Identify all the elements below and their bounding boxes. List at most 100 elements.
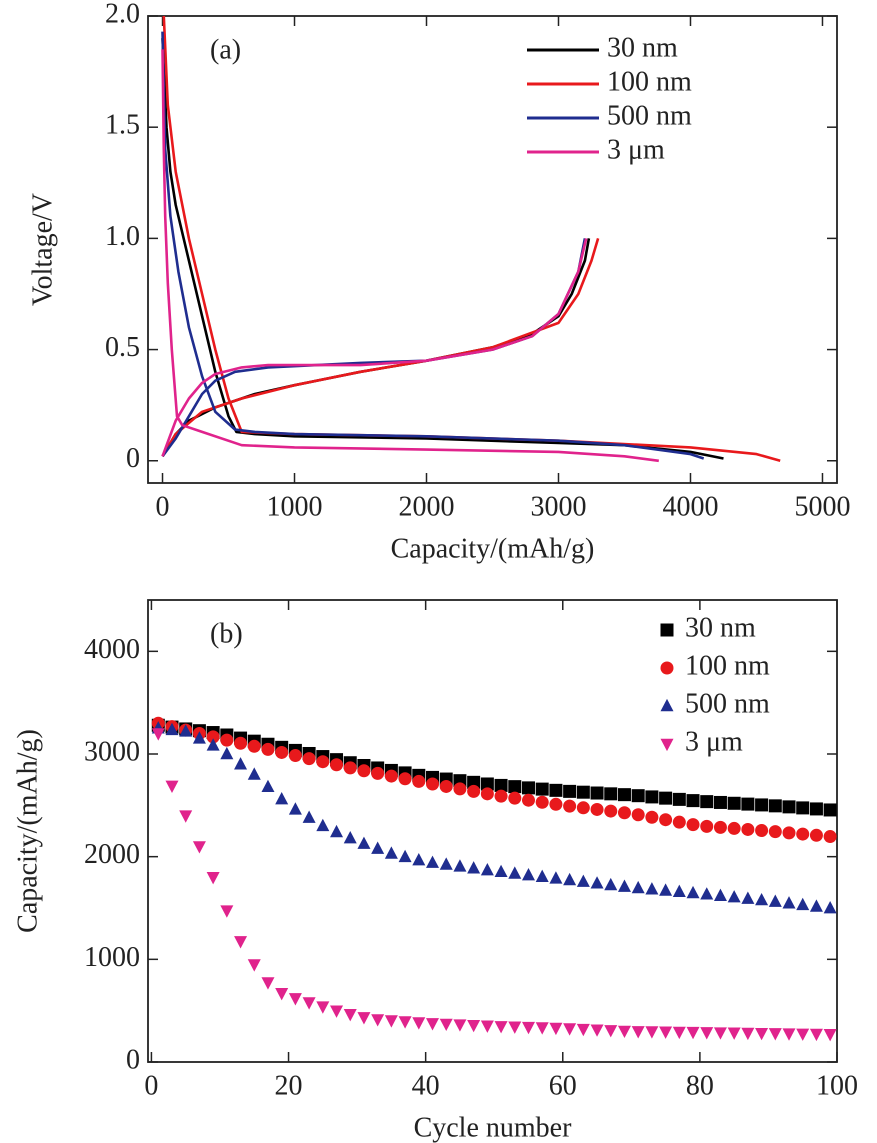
marker <box>535 782 549 796</box>
x-tick-label: 0 <box>144 1070 158 1101</box>
x-axis-label: Cycle number <box>414 1112 573 1143</box>
marker <box>192 841 206 854</box>
marker <box>604 1025 618 1038</box>
marker <box>782 800 796 814</box>
marker <box>741 891 755 904</box>
marker <box>796 801 810 815</box>
marker <box>398 1016 412 1029</box>
marker <box>535 795 549 809</box>
panel-label: (b) <box>210 618 243 649</box>
legend-label: 500 nm <box>685 688 770 719</box>
y-tick-label: 0.5 <box>105 332 140 363</box>
marker <box>165 780 179 793</box>
marker <box>645 882 659 895</box>
marker <box>521 867 535 881</box>
marker <box>631 808 645 822</box>
marker <box>371 766 385 780</box>
marker <box>823 1028 837 1042</box>
marker <box>439 857 453 870</box>
marker <box>453 782 467 796</box>
marker <box>782 1028 796 1041</box>
marker <box>508 780 522 794</box>
marker <box>412 774 426 788</box>
legend-label: 3 μm <box>685 726 743 757</box>
legend-swatch <box>660 623 674 637</box>
marker <box>713 795 727 809</box>
marker <box>741 822 755 836</box>
marker <box>590 876 604 889</box>
marker <box>247 767 261 780</box>
marker <box>700 795 714 809</box>
marker <box>275 792 289 805</box>
marker <box>823 803 837 817</box>
marker <box>412 1017 426 1030</box>
marker <box>480 862 494 876</box>
marker <box>343 761 357 775</box>
y-tick-label: 1.5 <box>105 110 140 141</box>
marker <box>713 1027 727 1040</box>
marker <box>617 1025 631 1039</box>
marker <box>563 799 577 813</box>
marker <box>645 1026 659 1039</box>
marker <box>275 988 289 1001</box>
marker <box>549 797 563 811</box>
marker <box>700 1027 714 1040</box>
marker <box>275 745 289 759</box>
marker <box>809 899 823 912</box>
marker <box>768 1028 782 1041</box>
marker <box>727 1027 741 1040</box>
marker <box>494 778 508 792</box>
marker <box>179 810 193 823</box>
marker <box>480 787 494 801</box>
marker <box>453 1019 467 1032</box>
marker <box>302 810 316 823</box>
marker <box>220 733 234 747</box>
y-tick-label: 3000 <box>84 736 140 767</box>
legend-label: 500 nm <box>607 100 692 131</box>
marker <box>549 783 563 797</box>
x-tick-label: 3000 <box>530 491 586 522</box>
marker <box>576 785 590 799</box>
marker <box>371 841 385 854</box>
marker <box>645 810 659 824</box>
marker <box>686 794 700 808</box>
marker <box>261 779 275 793</box>
marker <box>179 724 193 737</box>
marker <box>412 853 426 866</box>
marker <box>494 1021 508 1034</box>
marker <box>288 749 302 763</box>
marker <box>521 793 535 807</box>
marker <box>768 799 782 813</box>
marker <box>165 722 179 736</box>
y-tick-label: 2000 <box>84 839 140 870</box>
marker <box>782 826 796 840</box>
marker <box>261 977 275 990</box>
legend-swatch <box>660 661 674 675</box>
x-tick-label: 100 <box>816 1070 858 1101</box>
marker <box>220 905 234 918</box>
panel-label: (a) <box>210 34 241 65</box>
x-tick-label: 1000 <box>267 491 323 522</box>
marker <box>480 777 494 791</box>
y-tick-label: 2.0 <box>105 0 140 29</box>
marker <box>494 864 508 878</box>
marker <box>467 861 481 874</box>
marker <box>645 790 659 804</box>
marker <box>330 824 344 838</box>
marker <box>700 887 714 900</box>
x-tick-label: 20 <box>275 1070 303 1101</box>
marker <box>672 792 686 806</box>
marker <box>521 781 535 795</box>
series-line <box>161 49 659 463</box>
marker <box>247 959 261 972</box>
marker <box>234 736 248 750</box>
marker <box>330 758 344 772</box>
marker <box>563 784 577 798</box>
marker <box>672 815 686 829</box>
marker <box>480 1020 494 1033</box>
x-tick-label: 0 <box>156 491 170 522</box>
marker <box>439 779 453 793</box>
marker <box>535 1022 549 1035</box>
marker <box>426 855 440 868</box>
marker <box>343 831 357 844</box>
